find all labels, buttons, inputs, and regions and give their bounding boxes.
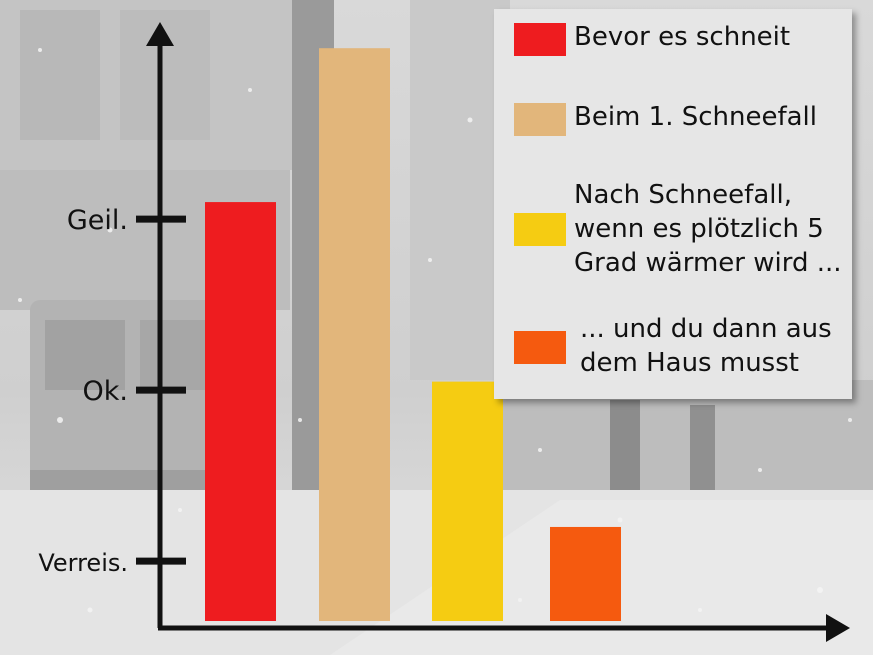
bars-layer [205, 48, 621, 621]
y-tick-label: Verreis. [38, 549, 128, 577]
legend-item-haus: ... und du dann aus dem Haus musst [514, 314, 832, 380]
legend-item-bevor: Bevor es schneit [514, 22, 791, 56]
y-tick-label: Geil. [67, 205, 128, 236]
legend-swatch-red [514, 23, 566, 56]
y-axis-arrowhead [146, 22, 174, 46]
x-axis-arrowhead [826, 614, 850, 642]
legend-swatch-orange [514, 331, 566, 364]
bar-1 [205, 202, 276, 621]
bar-4 [550, 526, 621, 621]
bar-3 [432, 381, 503, 621]
y-ticks-layer: Verreis. Ok. Geil. [38, 205, 186, 577]
axes-layer [146, 22, 850, 642]
legend-item-waermer: Nach Schneefall, wenn es plötzlich 5 Gra… [514, 180, 842, 280]
legend-label: Nach Schneefall, wenn es plötzlich 5 Gra… [574, 180, 842, 278]
legend-label: Bevor es schneit [574, 22, 791, 52]
legend-item-erster-schneefall: Beim 1. Schneefall [514, 102, 818, 136]
legend-swatch-tan [514, 103, 566, 136]
y-tick-label: Ok. [83, 376, 128, 407]
bar-2 [319, 48, 390, 621]
legend-label: ... und du dann aus dem Haus musst [580, 314, 832, 378]
legend: Bevor es schneit Beim 1. Schneefall Nach… [494, 9, 852, 399]
legend-label: Beim 1. Schneefall [574, 102, 818, 132]
legend-swatch-yellow [514, 213, 566, 246]
